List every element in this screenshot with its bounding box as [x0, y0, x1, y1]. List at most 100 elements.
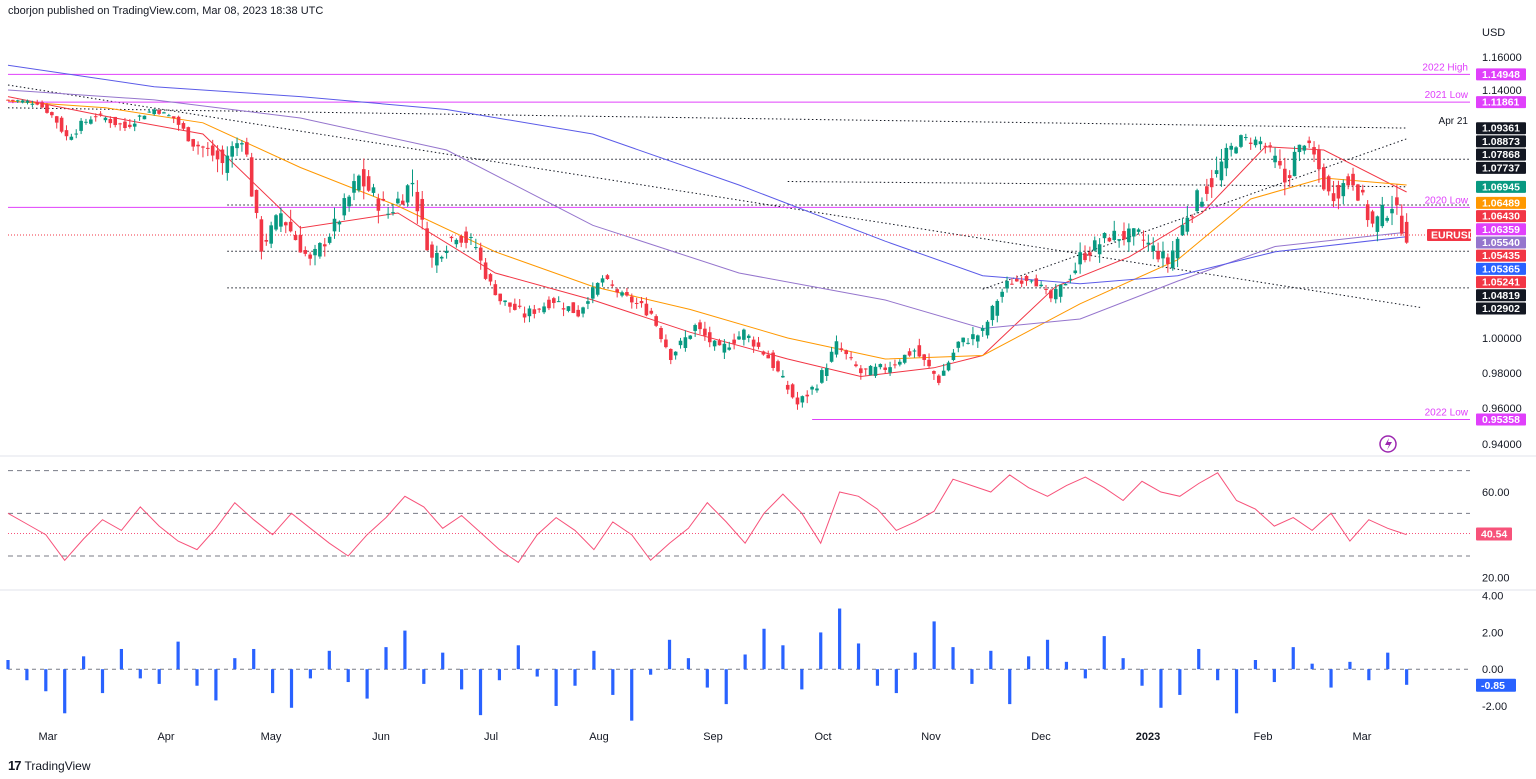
price-tag-bg	[1476, 289, 1526, 302]
candle	[1185, 217, 1190, 232]
candle	[464, 231, 468, 243]
candle	[371, 187, 376, 193]
candle	[176, 116, 181, 125]
candle	[1127, 228, 1131, 243]
hist-bar	[1140, 669, 1144, 686]
price-tag-value: 1.11861	[1482, 97, 1520, 109]
hist-bar	[1386, 652, 1390, 670]
candle	[230, 146, 234, 157]
candle	[678, 340, 683, 346]
candle	[79, 120, 83, 131]
price-tag: 1.14948	[1476, 68, 1526, 81]
price-tag-bg	[1476, 148, 1526, 161]
candle	[1180, 225, 1185, 236]
price-tag-value: 1.08873	[1482, 136, 1520, 148]
candle	[478, 247, 483, 261]
candle	[1302, 145, 1307, 151]
candle	[357, 175, 361, 191]
candle	[1253, 139, 1258, 146]
candle	[264, 240, 269, 242]
candle	[727, 347, 732, 350]
hist-bar	[346, 669, 350, 683]
hist-bar	[6, 660, 10, 670]
candle	[1331, 193, 1336, 202]
candle	[308, 254, 312, 259]
candle	[586, 301, 590, 304]
candle	[990, 305, 995, 321]
price-tag-bg	[1476, 276, 1526, 289]
hist-bar	[800, 669, 804, 690]
candlestick-series	[6, 99, 1409, 410]
brand-name[interactable]: TradingView	[24, 758, 91, 773]
hist-bar	[1291, 647, 1295, 670]
candle	[1356, 184, 1360, 201]
candle	[1161, 251, 1165, 259]
price-tag-bg	[1476, 210, 1526, 223]
hist-bar	[1348, 661, 1352, 670]
candle	[483, 262, 488, 279]
hist-bar	[63, 669, 67, 714]
candle	[888, 367, 892, 373]
candle	[425, 228, 429, 251]
candle	[215, 150, 220, 160]
candle	[1273, 155, 1277, 163]
hist-bar	[82, 656, 86, 670]
price-tag-value: 1.09361	[1482, 123, 1520, 135]
candle	[449, 236, 454, 239]
candle	[1083, 253, 1087, 261]
candle	[615, 289, 619, 293]
candle	[1287, 175, 1292, 178]
hist-bar	[554, 669, 558, 706]
candle	[20, 100, 25, 103]
lightning-icon	[1385, 438, 1392, 450]
candle	[1209, 178, 1214, 188]
currency-label: USD	[1482, 27, 1505, 39]
candle	[785, 384, 790, 390]
candle	[191, 139, 195, 147]
candle	[1190, 216, 1195, 218]
candle	[410, 182, 415, 185]
candle	[556, 301, 561, 303]
candle	[342, 198, 347, 216]
candle	[1053, 289, 1058, 300]
hist-bar	[819, 632, 823, 670]
candle	[688, 335, 693, 339]
candle	[1200, 201, 1204, 207]
hist-bar	[119, 648, 124, 670]
candle	[332, 218, 337, 232]
hist-bar	[327, 650, 331, 670]
candle	[610, 284, 615, 286]
candle	[201, 146, 205, 148]
candle	[795, 397, 800, 405]
candle	[1088, 252, 1092, 256]
price-tag-bg	[1476, 180, 1526, 193]
x-tick-label: Jul	[484, 731, 498, 743]
price-tag-value: 0.95358	[1482, 414, 1520, 426]
candle	[128, 124, 132, 127]
candle	[391, 212, 395, 214]
candle	[513, 303, 517, 310]
hist-bar	[1329, 669, 1333, 688]
candle	[171, 116, 176, 119]
candle	[1234, 147, 1238, 154]
candle	[1351, 173, 1355, 186]
candle	[1229, 145, 1234, 150]
candle	[45, 104, 49, 113]
candle	[1024, 275, 1029, 281]
y-tick-label: 1.16000	[1482, 52, 1522, 64]
candle	[186, 127, 191, 142]
price-tag: 1.05540	[1476, 236, 1526, 249]
level-label: 2021 Low	[1425, 90, 1469, 101]
hist-bar	[1027, 656, 1031, 670]
candle	[1341, 183, 1346, 197]
price-tag: 1.07737	[1476, 161, 1526, 174]
hist-bar	[1234, 669, 1239, 714]
x-tick-label: Mar	[1353, 731, 1372, 743]
candle	[1278, 160, 1282, 166]
candle	[644, 303, 649, 316]
candle	[15, 100, 20, 102]
price-tag-bg	[1476, 223, 1526, 236]
y-tick-label: 1.14000	[1482, 85, 1522, 97]
price-tag-value: 1.04819	[1482, 290, 1520, 302]
